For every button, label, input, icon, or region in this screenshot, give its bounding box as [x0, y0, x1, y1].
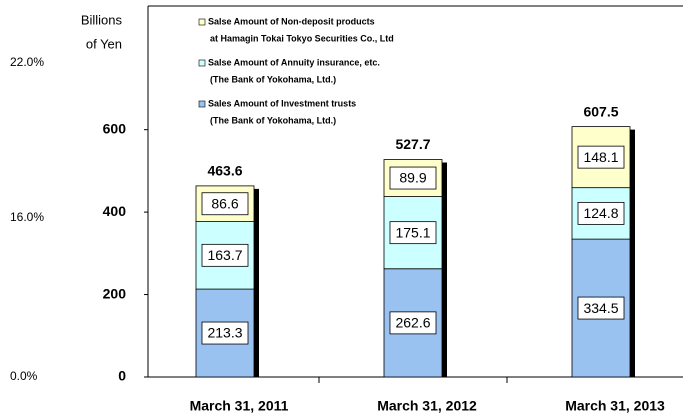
x-tick-label: March 31, 2011: [190, 398, 289, 414]
side-label: 0.0%: [10, 369, 38, 383]
y-axis-label: Billions: [81, 12, 123, 27]
value-label: 213.3: [207, 325, 242, 341]
value-label: 86.6: [211, 195, 238, 211]
value-label-box: [577, 201, 625, 225]
legend-sublabel: (The Bank of Yokohama, Ltd.): [210, 74, 336, 84]
legend-label: Sales Amount of Investment trusts: [208, 98, 356, 108]
value-label-box: [389, 311, 437, 335]
legend-swatch: [198, 18, 206, 26]
total-label: 527.7: [395, 136, 430, 152]
value-label-box: [201, 321, 249, 345]
value-label: 89.9: [399, 170, 426, 186]
legend-swatch: [198, 100, 206, 108]
side-label: 16.0%: [10, 210, 44, 224]
y-tick-label: 600: [103, 120, 127, 136]
value-label: 334.5: [583, 300, 618, 316]
legend-sublabel: (The Bank of Yokohama, Ltd.): [210, 115, 336, 125]
value-label-box: [389, 166, 437, 190]
value-label: 175.1: [395, 224, 430, 240]
value-label: 262.6: [395, 315, 430, 331]
total-label: 607.5: [583, 103, 618, 119]
value-label: 124.8: [583, 205, 618, 221]
y-tick-label: 200: [103, 285, 127, 301]
value-label: 163.7: [207, 247, 242, 263]
value-label-box: [389, 221, 437, 245]
total-label: 463.6: [207, 163, 242, 179]
legend-swatch: [198, 59, 206, 67]
x-tick-label: March 31, 2013: [565, 398, 665, 414]
value-label-box: [201, 192, 249, 216]
value-label-box: [577, 145, 625, 169]
legend-label: Salse Amount of Non-deposit products: [208, 16, 375, 26]
value-label: 148.1: [583, 149, 618, 165]
value-label-box: [577, 296, 625, 320]
y-axis-label: of Yen: [86, 36, 122, 51]
x-tick-label: March 31, 2012: [377, 398, 477, 414]
y-tick-label: 400: [103, 203, 127, 219]
legend-sublabel: at Hamagin Tokai Tokyo Securities Co., L…: [210, 33, 394, 43]
value-label-box: [201, 243, 249, 267]
y-tick-label: 0: [118, 368, 126, 384]
side-label: 22.0%: [10, 55, 44, 69]
legend-label: Salse Amount of Annuity insurance, etc.: [208, 57, 380, 67]
